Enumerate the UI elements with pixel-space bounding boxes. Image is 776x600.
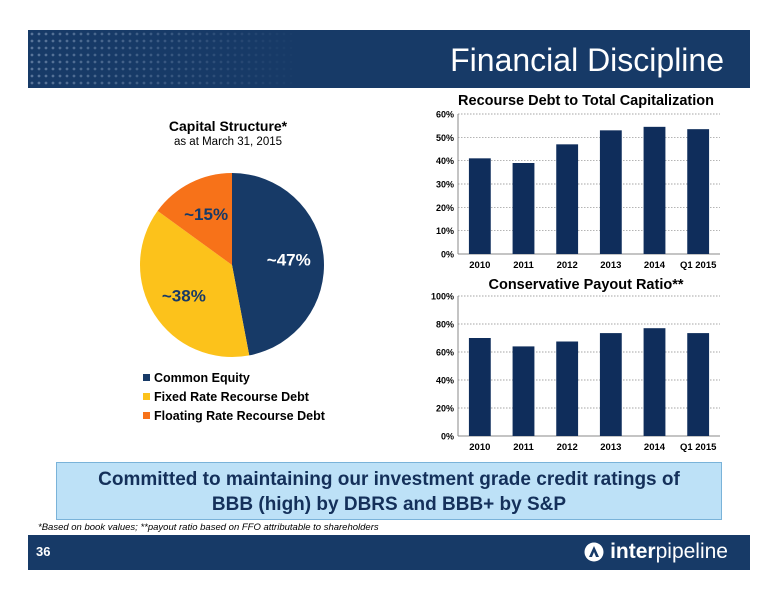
y-tick-label: 60% [436, 348, 454, 358]
debt-chart-title: Recourse Debt to Total Capitalization [458, 93, 714, 109]
pie-slice [157, 173, 232, 265]
legend-swatch [143, 412, 150, 419]
bar [556, 341, 579, 436]
pie-slice-label: ~15% [184, 205, 228, 224]
x-tick-label: 2011 [513, 442, 534, 453]
dot-pattern [30, 32, 286, 85]
footer-bar: 36 interpipeline [28, 535, 750, 570]
pie-slice-label: ~47% [267, 251, 311, 270]
x-tick-label: 2012 [557, 442, 578, 453]
pie-chart-subtitle: as at March 31, 2015 [173, 136, 283, 148]
callout-line-1: Committed to maintaining our investment … [98, 469, 680, 490]
legend-swatch [143, 374, 150, 381]
bar [599, 130, 622, 254]
bar [468, 158, 491, 254]
x-tick-label: 2013 [600, 442, 621, 453]
y-tick-label: 20% [436, 404, 454, 414]
x-tick-label: 2014 [644, 260, 666, 271]
pie-slice-label: ~38% [162, 287, 206, 306]
x-tick-label: 2010 [469, 442, 490, 453]
legend-label: Floating Rate Recourse Debt [154, 408, 325, 423]
legend-swatch [143, 393, 150, 400]
legend-label: Common Equity [154, 370, 250, 385]
x-tick-label: 2013 [600, 260, 621, 271]
y-tick-label: 50% [436, 133, 454, 143]
pie-slice [232, 173, 324, 356]
legend-item: Floating Rate Recourse Debt [143, 406, 325, 425]
logo-text-regular: pipeline [655, 540, 728, 563]
bar [643, 126, 666, 254]
callout-line-2: BBB (high) by DBRS and BBB+ by S&P [211, 494, 567, 515]
legend-label: Fixed Rate Recourse Debt [154, 389, 309, 404]
y-tick-label: 40% [436, 376, 454, 386]
y-tick-label: 40% [436, 156, 454, 166]
bar [687, 333, 710, 436]
x-tick-label: Q1 2015 [680, 442, 717, 453]
legend-item: Fixed Rate Recourse Debt [143, 387, 325, 406]
y-tick-label: 10% [436, 226, 454, 236]
payout-chart-title: Conservative Payout Ratio** [488, 277, 684, 293]
bar [556, 144, 579, 254]
y-tick-label: 60% [436, 110, 454, 120]
pie-chart: ~47% ~38% ~15% [140, 173, 324, 357]
bar [687, 129, 710, 254]
slide: Financial Discipline Capital Structure* … [28, 30, 750, 570]
debt-bar-chart: 0% 10% 20% 30% 40% 50% 60% 2010 2011 2012 2013 2014… [436, 110, 720, 271]
pie-legend: Common Equity Fixed Rate Recourse Debt Flo… [143, 368, 325, 425]
y-tick-label: 0% [441, 432, 454, 442]
bar [512, 346, 535, 436]
y-tick-label: 20% [436, 203, 454, 213]
page-number: 36 [36, 544, 51, 559]
inter-pipeline-logo: interpipeline [584, 540, 728, 564]
x-tick-label: 2014 [644, 442, 666, 453]
commitment-callout: Committed to maintaining our investment … [56, 462, 722, 520]
x-tick-label: Q1 2015 [680, 260, 717, 271]
footnote: *Based on book values; **payout ratio ba… [38, 522, 379, 533]
y-tick-label: 0% [441, 250, 454, 260]
logo-mark-icon [584, 542, 604, 562]
page-title: Financial Discipline [450, 42, 724, 78]
x-tick-label: 2011 [513, 260, 534, 271]
bar [468, 338, 491, 436]
bar [512, 163, 535, 254]
header-bar: Financial Discipline [28, 30, 750, 88]
pie-chart-title: Capital Structure* [168, 118, 288, 134]
logo-text-bold: inter [610, 540, 656, 563]
bar [599, 333, 622, 436]
bar [643, 328, 666, 436]
y-tick-label: 80% [436, 320, 454, 330]
payout-bar-chart: 0% 20% 40% 60% 80% 100% 2010 2011 2012 2013 2014 Q1… [431, 292, 720, 453]
x-tick-label: 2012 [557, 260, 578, 271]
pie-slice [140, 210, 250, 357]
legend-item: Common Equity [143, 368, 325, 387]
x-tick-label: 2010 [469, 260, 490, 271]
y-tick-label: 100% [431, 292, 454, 302]
y-tick-label: 30% [436, 180, 454, 190]
